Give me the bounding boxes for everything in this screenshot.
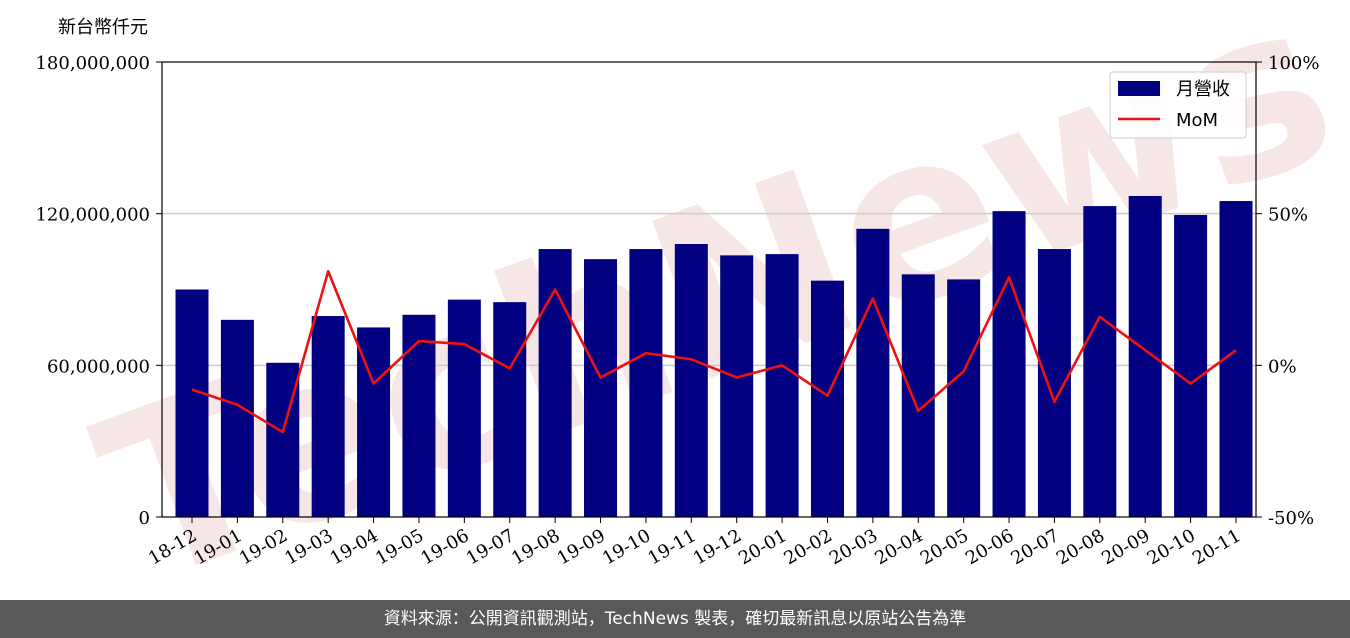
x-tick-label: 20-05 bbox=[917, 525, 972, 569]
bar-20-05 bbox=[947, 279, 981, 517]
legend: 月營收 MoM bbox=[1109, 71, 1247, 139]
bar-20-06 bbox=[992, 211, 1026, 517]
y2-tick-label: 50% bbox=[1268, 205, 1308, 226]
mom-line bbox=[191, 269, 1237, 434]
y2-tick-label: 0% bbox=[1268, 356, 1297, 377]
bar-18-12 bbox=[175, 289, 209, 517]
y2-tick-label: -50% bbox=[1268, 508, 1314, 529]
bar-19-11 bbox=[674, 244, 708, 517]
bar-19-12 bbox=[720, 255, 754, 517]
y-tick-label: 0 bbox=[139, 508, 150, 529]
bar-19-09 bbox=[584, 259, 618, 517]
bar-20-07 bbox=[1037, 249, 1071, 518]
source-footer: 資料來源：公開資訊觀測站，TechNews 製表，確切最新訊息以原站公告為準 bbox=[0, 600, 1350, 638]
x-tick-label: 20-02 bbox=[781, 525, 836, 569]
bar-19-06 bbox=[447, 299, 481, 517]
bar-20-10 bbox=[1174, 214, 1208, 518]
x-tick-label: 19-11 bbox=[644, 525, 699, 569]
bar-19-08 bbox=[538, 249, 572, 518]
y-tick-label: 120,000,000 bbox=[35, 205, 150, 226]
legend-label-revenue: 月營收 bbox=[1176, 79, 1230, 100]
x-tick-label: 20-07 bbox=[1007, 525, 1062, 569]
bar-19-05 bbox=[402, 314, 436, 517]
x-tick-label: 19-09 bbox=[554, 525, 609, 569]
bar-20-08 bbox=[1083, 206, 1117, 518]
x-tick-label: 19-12 bbox=[690, 525, 745, 569]
x-tick-label: 20-11 bbox=[1189, 525, 1244, 569]
bar-20-02 bbox=[810, 280, 844, 517]
legend-swatch-revenue bbox=[1118, 81, 1160, 96]
bar-19-07 bbox=[493, 302, 527, 517]
chart-svg: TechNews 060,000,000120,000,000180,000,0… bbox=[35, 0, 1350, 600]
plot-frame bbox=[161, 61, 1257, 518]
x-tick-label: 19-08 bbox=[508, 525, 563, 569]
bar-19-01 bbox=[220, 319, 254, 517]
bar-19-02 bbox=[266, 362, 300, 517]
x-tick-label: 20-08 bbox=[1053, 525, 1108, 569]
x-tick-label: 20-10 bbox=[1144, 525, 1199, 569]
bar-20-09 bbox=[1128, 195, 1162, 517]
mom-series bbox=[191, 269, 1237, 434]
y2-tick-label: 100% bbox=[1268, 53, 1319, 74]
bar-20-01 bbox=[765, 254, 799, 517]
y-tick-label: 60,000,000 bbox=[47, 356, 150, 377]
x-tick-label: 20-09 bbox=[1098, 525, 1153, 569]
x-tick-label: 20-01 bbox=[735, 525, 790, 569]
y-axis-unit-label: 新台幣仟元 bbox=[58, 17, 148, 38]
x-tick-label: 20-03 bbox=[826, 525, 881, 569]
x-tick-label: 19-07 bbox=[463, 525, 518, 569]
bar-20-03 bbox=[856, 228, 890, 518]
legend-label-mom: MoM bbox=[1176, 110, 1218, 131]
y-tick-label: 180,000,000 bbox=[35, 53, 150, 74]
bar-19-03 bbox=[311, 316, 345, 517]
x-tick-label: 20-04 bbox=[871, 525, 926, 569]
bar-20-04 bbox=[901, 274, 935, 517]
bar-19-10 bbox=[629, 249, 663, 518]
source-footer-text: 資料來源：公開資訊觀測站，TechNews 製表，確切最新訊息以原站公告為準 bbox=[383, 609, 967, 629]
x-tick-label: 19-10 bbox=[599, 525, 654, 569]
x-tick-label: 20-06 bbox=[962, 525, 1017, 569]
